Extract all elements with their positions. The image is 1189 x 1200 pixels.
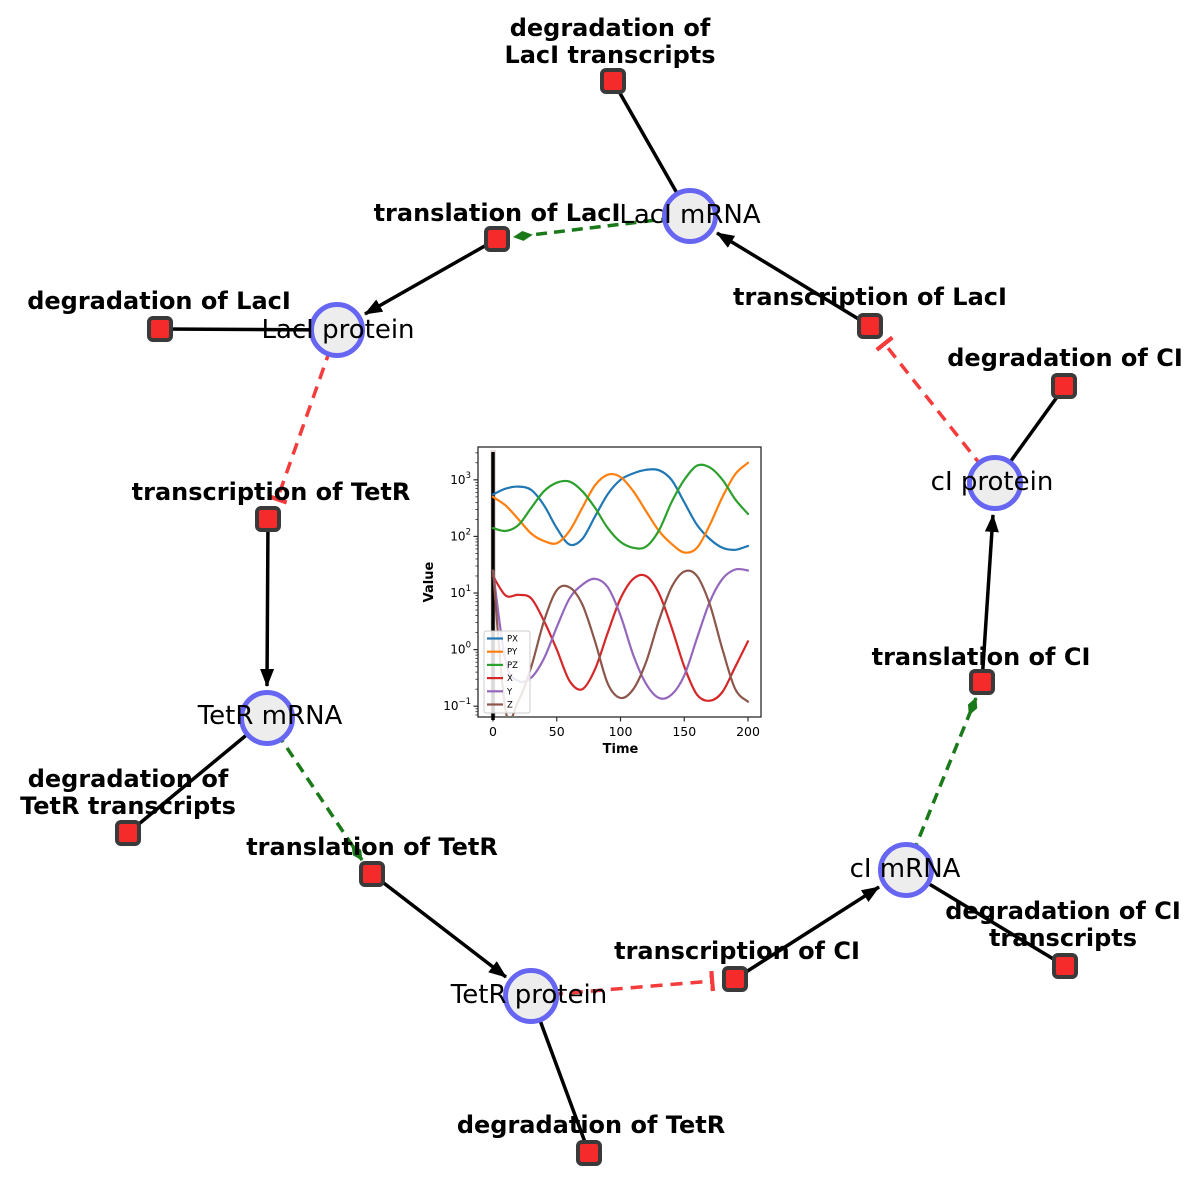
reaction-node-transcription-tetr[interactable]: [255, 506, 281, 532]
series-Y: [491, 567, 750, 700]
label-degradation-laci-transcripts: degradation of LacI transcripts: [504, 13, 716, 69]
x-tick-label: 100: [609, 724, 633, 739]
label-degradation-ci: degradation of CI: [947, 344, 1183, 372]
label-laci-mrna: LacI mRNA: [619, 200, 761, 230]
label-transcription-ci: transcription of CI: [614, 937, 860, 965]
x-tick-label: 200: [736, 724, 760, 739]
edge-transcription-tetr-production: [260, 518, 275, 687]
edge-transcription-laci-production: [716, 231, 871, 328]
edge-transcription-ci-production: [734, 885, 880, 981]
series-Z: [491, 569, 750, 716]
legend-box: [483, 630, 531, 714]
y-tick-label: 103: [450, 471, 471, 487]
reaction-node-degradation-laci-transcripts[interactable]: [600, 68, 626, 94]
y-tick-label: 10−1: [443, 697, 471, 713]
series-X: [491, 573, 750, 702]
legend-label-Z: Z: [507, 701, 513, 711]
label-transcription-laci: transcription of LacI: [733, 283, 1007, 311]
y-tick-label: 101: [450, 584, 471, 600]
x-tick-label: 0: [489, 724, 497, 739]
label-translation-ci: translation of CI: [871, 643, 1091, 671]
edge-translation-tetr-production: [370, 872, 508, 979]
series-PX: [491, 468, 750, 551]
species-node-laci-mrna[interactable]: [662, 188, 718, 244]
legend-label-PZ: PZ: [507, 661, 518, 671]
species-node-ci-mrna[interactable]: [878, 842, 934, 898]
edge-translation-laci-production: [364, 237, 498, 316]
label-transcription-tetr: transcription of TetR: [131, 478, 411, 506]
reaction-node-translation-ci[interactable]: [969, 669, 995, 695]
label-tetr-mrna: TetR mRNA: [197, 701, 343, 731]
label-degradation-tetr-transcripts: degradation of TetR transcripts: [20, 764, 236, 820]
y-tick-label: 102: [450, 527, 471, 543]
label-tetr-protein: TetR protein: [450, 980, 608, 1010]
chart-legend: PX PY PZ XYZ: [483, 630, 531, 714]
reaction-node-degradation-ci[interactable]: [1051, 373, 1077, 399]
legend-label-Y: Y: [506, 687, 513, 697]
reaction-node-degradation-tetr-transcripts[interactable]: [115, 820, 141, 846]
t0-band: [490, 450, 496, 717]
label-translation-laci: translation of LacI: [373, 199, 621, 227]
legend-label-PX: PX: [507, 635, 518, 645]
label-degradation-ci-transcripts: degradation of CI transcripts: [945, 896, 1181, 952]
label-ci-mrna: cI mRNA: [849, 854, 961, 884]
reaction-node-translation-tetr[interactable]: [359, 861, 385, 887]
reaction-node-transcription-laci[interactable]: [857, 313, 883, 339]
reaction-node-degradation-tetr[interactable]: [576, 1140, 602, 1166]
legend-label-PY: PY: [507, 648, 518, 658]
label-degradation-tetr: degradation of TetR: [456, 1111, 726, 1139]
y-axis-label: Value: [422, 561, 437, 602]
reaction-node-degradation-laci[interactable]: [147, 316, 173, 342]
x-axis-label: Time: [603, 742, 639, 757]
label-laci-protein: LacI protein: [261, 315, 415, 345]
reaction-node-degradation-ci-transcripts[interactable]: [1052, 953, 1078, 979]
x-tick-label: 150: [672, 724, 696, 739]
species-node-laci-protein[interactable]: [309, 302, 365, 358]
label-ci-protein: cI protein: [930, 467, 1054, 497]
label-degradation-laci: degradation of LacI: [27, 287, 291, 315]
legend-label-X: X: [507, 674, 513, 684]
x-tick-label: 50: [549, 724, 565, 739]
reaction-node-transcription-ci[interactable]: [722, 966, 748, 992]
label-translation-tetr: translation of TetR: [246, 833, 498, 861]
y-tick-label: 100: [450, 641, 471, 657]
series-PY: [491, 461, 750, 554]
reaction-node-translation-laci[interactable]: [484, 226, 510, 252]
series-PZ: [491, 463, 750, 550]
species-node-tetr-protein[interactable]: [503, 968, 559, 1024]
axes-frame: [477, 446, 762, 718]
species-node-ci-protein[interactable]: [967, 455, 1023, 511]
species-node-tetr-mrna[interactable]: [239, 690, 295, 746]
